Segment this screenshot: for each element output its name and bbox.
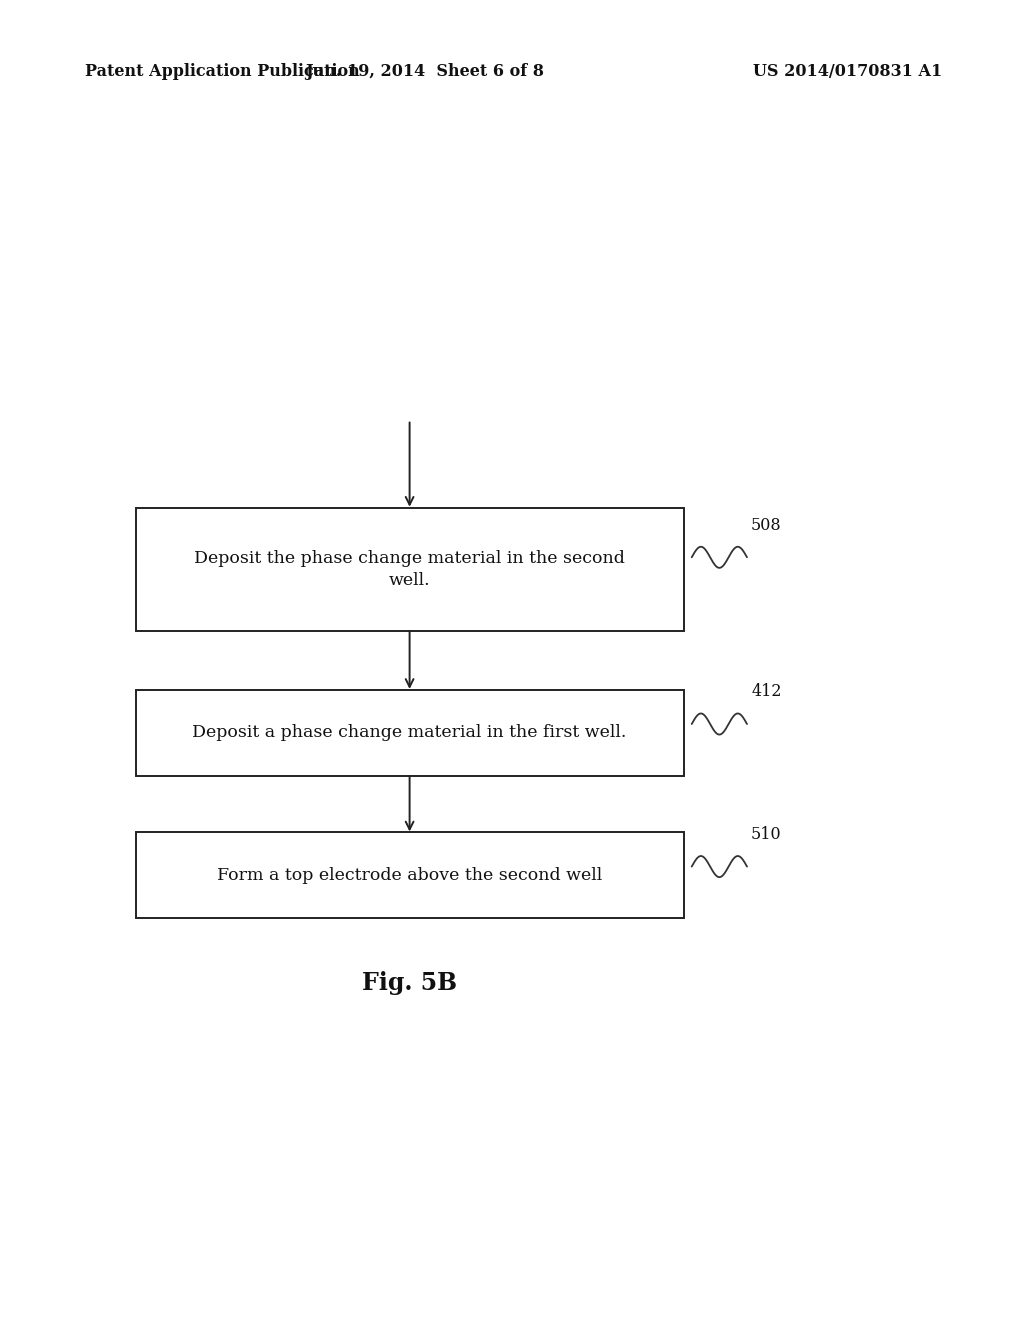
- Bar: [135, 689, 684, 776]
- Text: Jun. 19, 2014  Sheet 6 of 8: Jun. 19, 2014 Sheet 6 of 8: [305, 63, 545, 81]
- Bar: [135, 833, 684, 919]
- Text: 412: 412: [752, 684, 781, 700]
- Text: Form a top electrode above the second well: Form a top electrode above the second we…: [217, 867, 602, 883]
- Text: US 2014/0170831 A1: US 2014/0170831 A1: [753, 63, 942, 81]
- Text: Deposit the phase change material in the second
well.: Deposit the phase change material in the…: [195, 550, 625, 589]
- Text: Fig. 5B: Fig. 5B: [362, 972, 457, 995]
- Text: Deposit a phase change material in the first well.: Deposit a phase change material in the f…: [193, 725, 627, 741]
- Text: Patent Application Publication: Patent Application Publication: [85, 63, 359, 81]
- Text: 508: 508: [752, 516, 781, 533]
- Bar: [135, 508, 684, 631]
- Text: 510: 510: [752, 826, 781, 842]
